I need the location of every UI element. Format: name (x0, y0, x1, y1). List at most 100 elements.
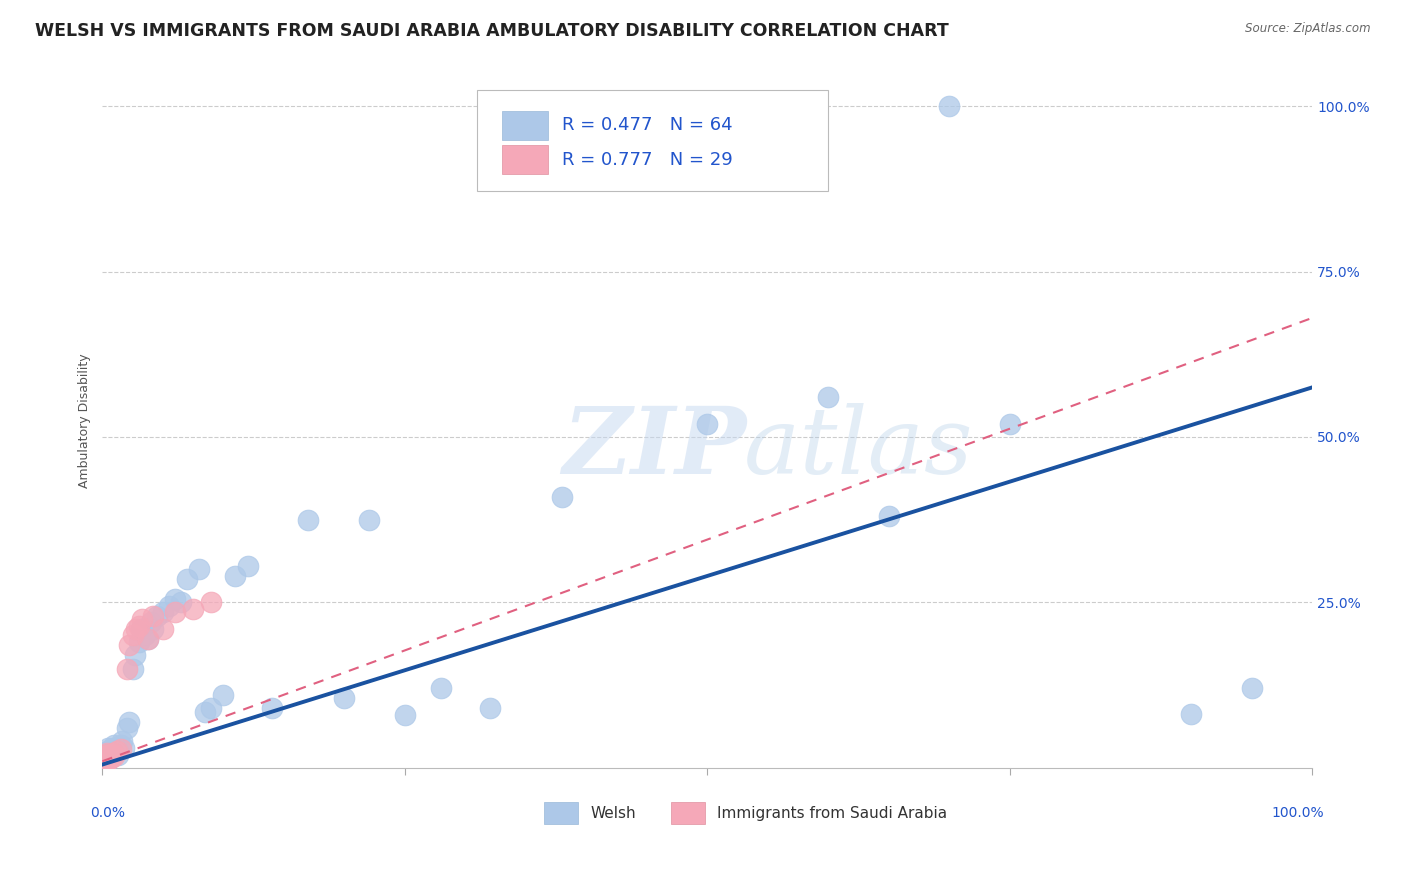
Point (94, 747, 117, 762)
Point (96, 748, 118, 763)
Point (129, 622, 152, 636)
Point (94, 753, 117, 767)
Point (188, 562, 211, 576)
Text: R = 0.477   N = 64: R = 0.477 N = 64 (562, 116, 733, 134)
Point (1240, 681, 1263, 696)
Point (121, 628, 143, 642)
Point (236, 559, 259, 574)
Point (100, 748, 122, 763)
Point (146, 608, 169, 623)
FancyBboxPatch shape (502, 145, 548, 175)
Point (111, 734, 134, 748)
Point (212, 688, 235, 702)
Text: atlas: atlas (744, 403, 973, 493)
Point (96, 753, 118, 767)
Point (124, 648, 146, 663)
Point (103, 744, 125, 758)
Point (93, 754, 115, 768)
Point (103, 738, 125, 752)
Point (97, 753, 120, 767)
Point (94, 751, 117, 765)
Point (817, 390, 839, 404)
Point (96, 744, 118, 758)
Point (121, 662, 143, 676)
Point (94, 747, 117, 762)
Point (103, 746, 125, 760)
Point (105, 744, 128, 758)
Point (100, 742, 122, 756)
Point (125, 622, 148, 636)
Point (1180, 706, 1202, 721)
Point (97, 747, 120, 762)
Point (115, 721, 138, 735)
Point (152, 622, 174, 636)
Point (101, 747, 124, 762)
Point (93, 756, 115, 770)
Point (105, 741, 128, 756)
Point (94, 756, 117, 770)
Point (998, 417, 1021, 431)
Point (128, 618, 150, 632)
Point (138, 632, 160, 646)
Point (357, 513, 380, 527)
Text: Source: ZipAtlas.com: Source: ZipAtlas.com (1246, 22, 1371, 36)
Point (139, 615, 162, 630)
Point (152, 605, 174, 619)
Point (131, 612, 153, 626)
Text: WELSH VS IMMIGRANTS FROM SAUDI ARABIA AMBULATORY DISABILITY CORRELATION CHART: WELSH VS IMMIGRANTS FROM SAUDI ARABIA AM… (35, 22, 949, 40)
Point (107, 747, 129, 762)
Point (110, 738, 132, 752)
Text: 0.0%: 0.0% (90, 806, 125, 820)
Point (128, 635, 150, 649)
Text: Immigrants from Saudi Arabia: Immigrants from Saudi Arabia (717, 805, 948, 821)
Point (94, 754, 117, 768)
Point (101, 741, 124, 756)
Point (224, 569, 246, 583)
Point (93, 751, 115, 765)
Point (93, 751, 115, 765)
Point (96, 746, 118, 760)
Point (430, 681, 453, 696)
Text: Welsh: Welsh (591, 805, 636, 821)
Text: 100.0%: 100.0% (1272, 806, 1324, 820)
Point (110, 742, 132, 756)
FancyBboxPatch shape (671, 802, 704, 824)
Text: ZIP: ZIP (562, 403, 747, 493)
Point (97, 747, 120, 762)
Point (260, 701, 283, 715)
FancyBboxPatch shape (502, 111, 548, 140)
Point (100, 751, 122, 765)
Point (103, 748, 125, 763)
Point (96, 754, 118, 768)
Point (101, 747, 124, 762)
Point (97, 753, 120, 767)
Point (112, 741, 135, 756)
Point (163, 605, 186, 619)
Point (97, 741, 120, 756)
Point (118, 714, 141, 729)
Text: R = 0.777   N = 29: R = 0.777 N = 29 (562, 151, 733, 169)
Point (181, 602, 204, 616)
Point (98, 751, 121, 765)
Point (551, 490, 574, 504)
Point (94, 748, 117, 763)
Point (138, 632, 160, 646)
Point (938, 99, 960, 113)
Point (103, 746, 125, 760)
Point (176, 572, 198, 586)
FancyBboxPatch shape (478, 90, 828, 191)
Point (200, 595, 222, 609)
Point (118, 639, 141, 653)
Point (877, 509, 900, 524)
Point (134, 628, 156, 642)
Point (194, 705, 217, 719)
Point (163, 592, 186, 607)
Point (142, 622, 165, 636)
Point (478, 701, 501, 715)
Point (333, 691, 356, 706)
Point (297, 513, 319, 527)
Point (170, 595, 193, 609)
Point (98, 744, 121, 758)
Point (200, 701, 222, 715)
Point (394, 707, 416, 722)
